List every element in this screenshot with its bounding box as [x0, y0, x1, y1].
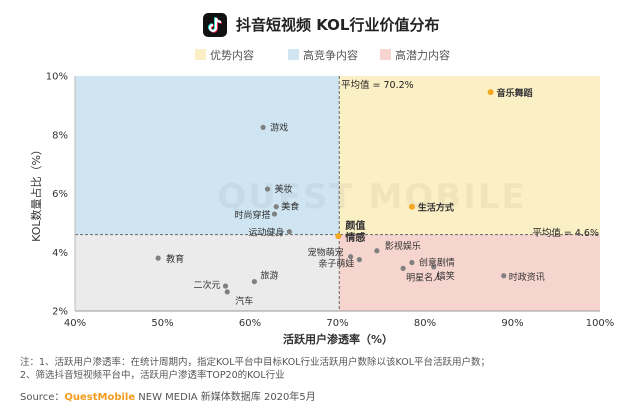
data-points: [155, 89, 507, 295]
quadrant-bottom-left: [75, 234, 340, 311]
note-line-1: 注：1、活跃用户渗透率：在统计周期内，指定KOL平台中目标KOL行业活跃用户数除…: [20, 357, 490, 368]
data-point: [273, 204, 279, 210]
x-tick-label: 100%: [586, 318, 615, 329]
tiktok-logo-icon: [203, 13, 227, 37]
y-tick-label: 6%: [52, 189, 68, 200]
quadrant-backgrounds: [75, 76, 600, 311]
source-brand: QuestMobile: [64, 392, 136, 403]
point-label: 美食: [281, 201, 299, 213]
point-label: 时尚穿搭: [234, 209, 270, 221]
x-tick-label: 50%: [151, 318, 173, 329]
data-point: [260, 124, 266, 131]
point-label: 教育: [166, 253, 184, 265]
point-label: 运动健身: [248, 227, 284, 239]
data-point: [335, 233, 342, 240]
x-tick-label: 70%: [326, 318, 348, 329]
y-axis-label: KOL数量占比（%）: [29, 144, 43, 242]
x-tick-label: 40%: [64, 318, 86, 329]
data-point: [348, 254, 354, 260]
y-tick-label: 8%: [52, 130, 68, 141]
data-point: [224, 289, 230, 295]
point-label: 宠物萌宠: [308, 247, 344, 259]
data-point: [487, 89, 494, 96]
note-line-2: 2、筛选抖音短视频平台中，活跃用户渗透率TOP20的KOL行业: [20, 370, 285, 381]
avg-y-label: 平均值 = 4.6%: [532, 227, 599, 239]
legend-swatch-advantage: [195, 49, 206, 60]
point-label: 搞笑: [437, 270, 455, 282]
point-label: 二次元: [193, 279, 220, 291]
data-point: [271, 211, 278, 217]
data-point: [264, 186, 271, 192]
data-point: [408, 203, 415, 210]
point-label: 游戏: [270, 121, 288, 133]
quadrant-top-right: [339, 76, 600, 235]
data-point: [409, 259, 415, 266]
data-point: [155, 255, 161, 261]
point-label: 音乐舞蹈: [497, 87, 533, 99]
quadrant-top-left: [75, 76, 340, 235]
x-tick-labels: 40% 50% 60% 70% 80% 90% 100%: [64, 318, 614, 329]
y-tick-labels: 2% 4% 6% 8% 10%: [46, 72, 68, 318]
point-label: 汽车: [235, 295, 253, 307]
point-label: 创意剧情: [419, 257, 455, 269]
x-tick-label: 60%: [239, 318, 261, 329]
source-suffix: NEW MEDIA 新媒体数据库 2020年5月: [135, 392, 316, 403]
data-point: [286, 229, 292, 235]
y-tick-label: 4%: [52, 248, 68, 259]
point-label: 明星名人: [406, 271, 442, 283]
data-point: [501, 273, 507, 279]
chart-notes: 注：1、活跃用户渗透率：在统计周期内，指定KOL平台中目标KOL行业活跃用户数除…: [20, 356, 490, 382]
y-tick-label: 2%: [52, 307, 68, 318]
data-point: [400, 265, 406, 272]
chart-title: 抖音短视频 KOL行业价值分布: [236, 16, 440, 34]
source-prefix: Source：: [20, 392, 65, 403]
data-point: [356, 256, 362, 263]
data-point: [222, 283, 229, 289]
y-tick-label: 10%: [46, 72, 68, 83]
x-tick-label: 90%: [501, 318, 523, 329]
data-point: [374, 248, 380, 254]
chart-source: Source：QuestMobile NEW MEDIA 新媒体数据库 2020…: [20, 388, 316, 403]
legend-label-potential: 高潜力内容: [395, 49, 450, 62]
point-label: 生活方式: [418, 202, 454, 214]
point-label: 颜值情感: [345, 219, 365, 244]
chart-axes: [74, 76, 600, 312]
quadrant-bottom-right: [339, 234, 600, 311]
point-label: 亲子萌娃: [318, 258, 354, 270]
legend-label-advantage: 优势内容: [210, 49, 254, 62]
legend-label-competitive: 高竞争内容: [303, 49, 358, 62]
avg-x-label: 平均值 = 70.2%: [341, 79, 414, 91]
point-label: 时政资讯: [509, 271, 545, 283]
point-label: 影视娱乐: [385, 240, 421, 252]
chart-header: 抖音短视频 KOL行业价值分布: [0, 8, 643, 38]
point-label: 美妆: [275, 183, 293, 195]
watermark-text: QUEST MOBILE: [217, 177, 526, 217]
data-point: [251, 279, 257, 285]
x-tick-label: 80%: [414, 318, 436, 329]
x-axis-label: 活跃用户渗透率（%）: [283, 332, 393, 346]
legend-swatch-potential: [380, 49, 391, 60]
data-point: [431, 264, 437, 270]
legend-swatch-competitive: [288, 49, 299, 60]
point-label: 旅游: [260, 270, 278, 282]
